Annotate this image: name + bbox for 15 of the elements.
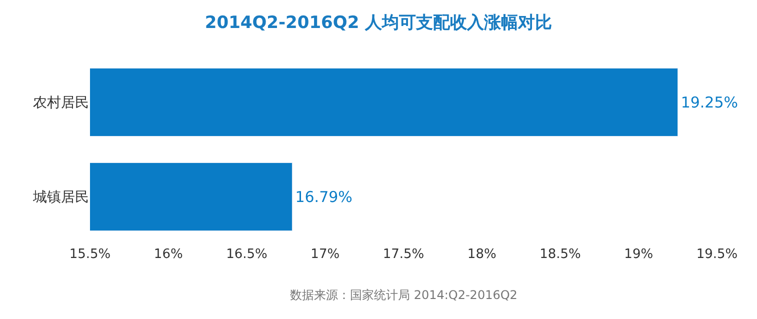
x-tick-label: 19.5% <box>696 247 738 262</box>
data-label: 19.25% <box>680 93 738 112</box>
x-tick-label: 15.5% <box>69 247 111 262</box>
y-tick-label: 城镇居民 <box>32 190 89 206</box>
chart-title: 2014Q2-2016Q2 人均可支配收入涨幅对比 <box>204 12 552 33</box>
x-tick-label: 16% <box>154 247 183 262</box>
source-note: 数据来源：国家统计局 2014:Q2-2016Q2 <box>290 288 518 302</box>
x-tick-label: 16.5% <box>226 247 268 262</box>
y-tick-label: 农村居民 <box>33 95 89 112</box>
x-tick-label: 18.5% <box>540 247 581 262</box>
x-tick-label: 18% <box>467 247 496 262</box>
data-label: 16.79% <box>295 188 352 206</box>
x-tick-label: 17.5% <box>382 247 424 262</box>
x-tick-label: 19% <box>624 247 654 262</box>
x-tick-label: 17% <box>310 247 340 262</box>
